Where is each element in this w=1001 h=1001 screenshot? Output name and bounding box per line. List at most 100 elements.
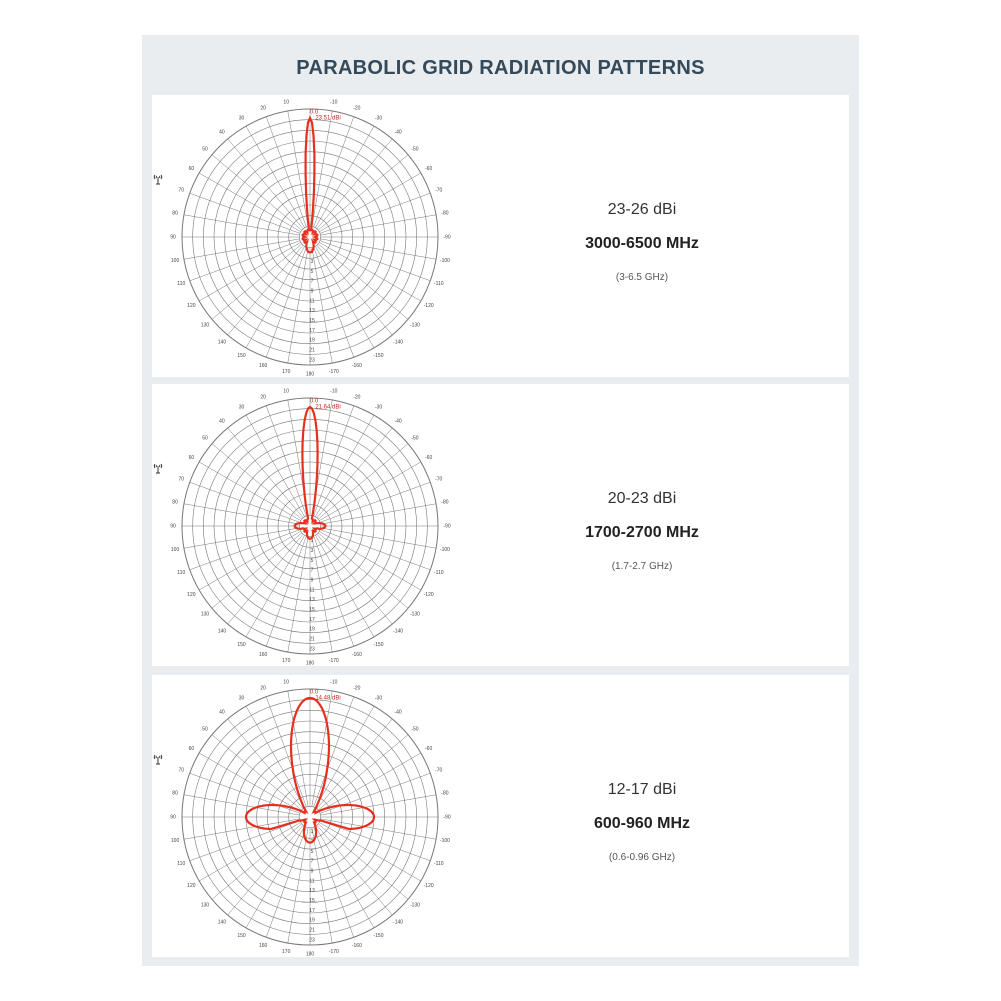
- spoke: [315, 246, 375, 348]
- spoke: [199, 531, 301, 591]
- spoke: [319, 242, 421, 302]
- angle-label: 180: [306, 371, 315, 377]
- angle-label: -90: [443, 234, 450, 240]
- panel: 10 20 30 40 50 60 70 80 90 100 110 120 130 140 150 160 1…: [152, 95, 849, 377]
- spoke: [189, 192, 301, 234]
- ring-label: 17: [309, 328, 315, 334]
- spoke: [319, 240, 431, 282]
- angle-label: -120: [424, 883, 434, 889]
- ring-label: 13: [309, 888, 315, 894]
- angle-label: 40: [219, 129, 225, 135]
- angle-label: 160: [259, 652, 268, 658]
- angle-label: 110: [177, 861, 185, 867]
- angle-label: 70: [178, 187, 184, 193]
- frequency-ghz: (1.7-2.7 GHz): [611, 561, 673, 572]
- antenna-symbol: [153, 463, 163, 474]
- angle-label: 10: [283, 679, 289, 685]
- angle-label: 120: [187, 303, 196, 309]
- angle-label: -40: [394, 129, 401, 135]
- spoke: [316, 825, 393, 916]
- ring-label: 9: [311, 577, 314, 583]
- ring-label: 7: [311, 568, 314, 574]
- pattern: [301, 115, 319, 254]
- angle-label: 70: [178, 476, 184, 482]
- spoke: [245, 535, 305, 637]
- angle-label: 140: [218, 919, 227, 925]
- angle-label: -110: [434, 861, 444, 867]
- spoke: [313, 405, 355, 517]
- ring-label: 23: [309, 937, 315, 943]
- polar-plot: 10 20 30 40 50 60 70 80 90 100 110 120 130 140 150 160 1…: [170, 679, 451, 957]
- angle-label: -70: [435, 187, 442, 193]
- ring-label: 9: [311, 868, 314, 874]
- spoke: [189, 481, 301, 523]
- spoke: [245, 706, 305, 808]
- title: PARABOLIC GRID RADIATION PATTERNS: [296, 57, 705, 79]
- angle-label: -20: [353, 106, 360, 112]
- angle-label: 130: [201, 322, 210, 328]
- spoke: [319, 192, 431, 234]
- spoke: [265, 405, 307, 517]
- angle-label: -50: [411, 146, 418, 152]
- angle-label: -90: [443, 523, 450, 529]
- ring-label: 11: [309, 878, 314, 884]
- angle-label: -150: [373, 933, 383, 939]
- angle-label: -110: [434, 570, 444, 576]
- spoke: [313, 696, 355, 808]
- ring-label: 15: [309, 607, 315, 613]
- angle-label: 20: [260, 106, 266, 112]
- spoke: [316, 427, 393, 518]
- angle-label: 20: [260, 686, 266, 692]
- spoke: [183, 794, 300, 816]
- angle-label: -140: [393, 628, 403, 634]
- spoke: [183, 214, 300, 236]
- spoke: [311, 690, 333, 807]
- spoke: [265, 696, 307, 808]
- spoke: [319, 822, 421, 882]
- spoke: [318, 243, 409, 320]
- frequency: 600-960 MHz: [593, 815, 691, 832]
- ring-label: 21: [309, 637, 315, 643]
- angle-label: 110: [177, 281, 185, 287]
- spoke: [265, 826, 307, 938]
- angle-label: 140: [218, 628, 227, 634]
- angle-label: -10: [330, 99, 337, 105]
- angle-label: 180: [306, 951, 315, 957]
- ring-label: 13: [309, 597, 315, 603]
- container: PARABOLIC GRID RADIATION PATTERNS 10 20 30…: [142, 35, 859, 966]
- spoke: [320, 818, 437, 840]
- angle-label: 50: [202, 146, 208, 152]
- peak-angle: 0.0: [310, 399, 319, 405]
- ring-label: 17: [309, 617, 315, 623]
- spoke: [199, 242, 301, 302]
- spoke: [319, 752, 421, 812]
- panel: 10 20 30 40 50 60 70 80 90 100 110 120 130 140 150 160 1…: [152, 675, 849, 957]
- angle-label: -30: [375, 696, 382, 702]
- angle-label: -80: [441, 211, 448, 217]
- ring-label: 15: [309, 318, 315, 324]
- angle-label: 140: [218, 339, 227, 345]
- ring-label: 19: [309, 338, 315, 344]
- ring-label: 15: [309, 898, 315, 904]
- spoke: [311, 110, 333, 227]
- angle-label: 100: [171, 547, 180, 553]
- spoke: [319, 481, 431, 523]
- ring-label: 21: [309, 348, 315, 354]
- spoke: [315, 826, 375, 928]
- spoke: [189, 820, 301, 862]
- spoke: [320, 214, 437, 236]
- angle-label: -130: [410, 902, 420, 908]
- spoke: [287, 536, 309, 653]
- spoke: [199, 822, 301, 882]
- angle-label: 110: [177, 570, 185, 576]
- angle-label: 90: [170, 523, 176, 529]
- ring-label: 19: [309, 918, 315, 924]
- angle-label: -140: [393, 339, 403, 345]
- ring: [299, 806, 321, 828]
- ring-label: 23: [309, 357, 315, 363]
- angle-label: 160: [259, 943, 268, 949]
- spoke: [318, 154, 409, 231]
- spoke: [287, 110, 309, 227]
- frequency-ghz: (0.6-0.96 GHz): [608, 852, 676, 863]
- panel: 10 20 30 40 50 60 70 80 90 100 110 120 130 140 150 160 1…: [152, 384, 849, 666]
